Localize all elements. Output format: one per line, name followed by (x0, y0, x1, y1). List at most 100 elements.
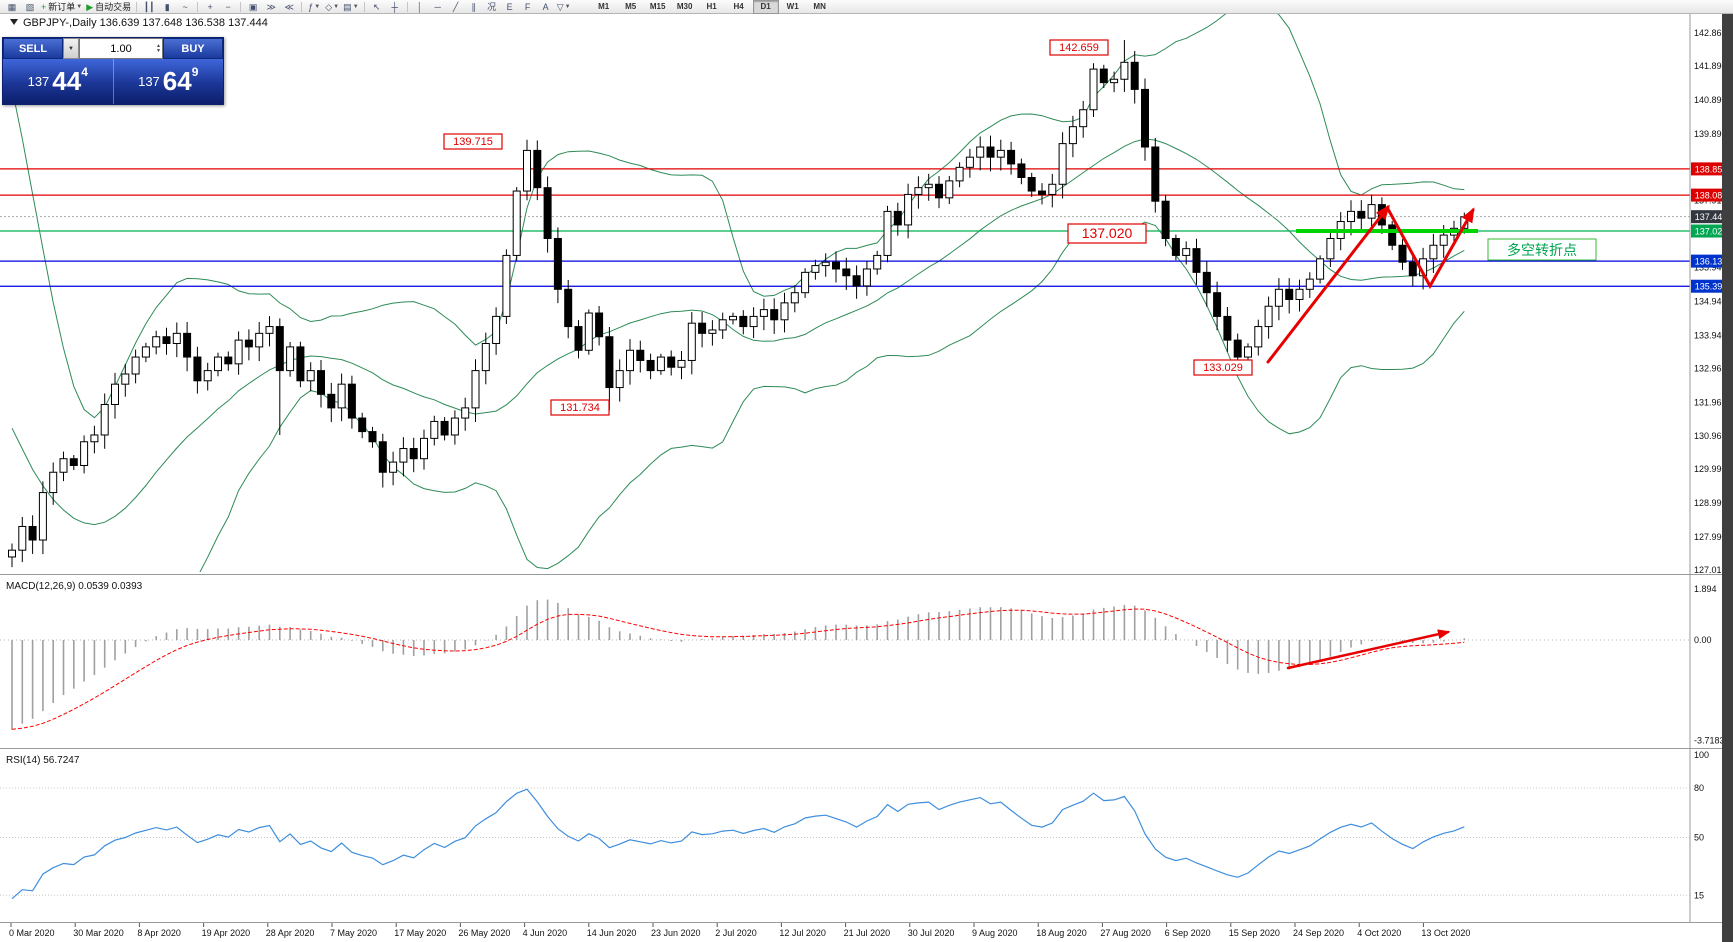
chart-window-icon[interactable]: ▦ (3, 1, 21, 13)
tile-windows-icon[interactable]: ▣ (244, 1, 262, 13)
buy-button[interactable]: BUY (163, 38, 223, 59)
date-axis-label: 12 Jul 2020 (779, 928, 826, 938)
timeframe-m1[interactable]: M1 (598, 2, 610, 11)
chart-shift-icon[interactable]: ≪ (280, 1, 298, 13)
date-axis-label: 28 Apr 2020 (266, 928, 315, 938)
candle (244, 329, 253, 361)
candle (255, 321, 264, 362)
timeframe-m5[interactable]: M5 (625, 2, 637, 11)
new-order-button[interactable]: + 新订单 ▼ (41, 1, 83, 12)
zoom-in-icon[interactable]: + (201, 1, 219, 13)
candle (296, 341, 305, 388)
price-callout[interactable]: 131.734 (550, 399, 610, 416)
price-callout[interactable]: 139.715 (443, 133, 503, 150)
candle (584, 309, 593, 355)
candle (862, 261, 871, 296)
autotrading-button[interactable]: ▶ 自动交易 (86, 1, 132, 12)
cursor-icon[interactable]: ↖ (368, 1, 386, 13)
price-badge: 137.020 (1691, 224, 1731, 238)
date-axis-label: 30 Jul 2020 (908, 928, 955, 938)
sell-button[interactable]: SELL (3, 38, 63, 59)
candle (749, 307, 758, 339)
date-axis-label: 7 May 2020 (330, 928, 377, 938)
candle (574, 320, 583, 359)
arrows-tool-icon[interactable]: ▽ ▼ (556, 1, 571, 12)
timeframe-h1[interactable]: H1 (706, 2, 717, 11)
candle (172, 322, 181, 358)
horizontal-line-icon[interactable]: ─ (429, 1, 447, 13)
candles-chart-icon[interactable]: ▮ (158, 1, 176, 13)
bid-big-digits: 44 (52, 66, 82, 96)
candle (1244, 343, 1252, 362)
candle (1388, 221, 1397, 251)
candle (1408, 253, 1417, 287)
candle (1295, 279, 1304, 312)
price-axis-label: 133.940 (1694, 330, 1727, 340)
templates-icon[interactable]: ▤ ▼ (343, 1, 359, 12)
toolbar-separator (363, 1, 365, 12)
candle (1274, 278, 1283, 321)
rsi-scale-label: 15 (1694, 890, 1704, 900)
vertical-scrollbar[interactable] (1722, 14, 1733, 942)
candle (1254, 319, 1263, 356)
ask-price[interactable]: 137 64 9 (114, 59, 224, 104)
volume-spinner[interactable]: ▲ ▼ (156, 42, 161, 54)
bars-chart-icon[interactable]: ┃┃ (140, 1, 158, 13)
macd-trend-arrow[interactable] (1286, 629, 1451, 670)
timeframe-w1[interactable]: W1 (786, 2, 799, 11)
trend-arrow[interactable] (1386, 207, 1475, 290)
price-callout[interactable]: 133.029 (1193, 359, 1253, 376)
timeframe-d1[interactable]: D1 (752, 0, 779, 14)
candle (337, 373, 346, 422)
timeframe-m15[interactable]: M15 (649, 2, 666, 11)
candle (1151, 137, 1160, 213)
price-callout[interactable]: 137.020 (1067, 223, 1147, 244)
trendline-icon[interactable]: ╱ (447, 1, 465, 13)
price-callout[interactable]: 142.659 (1049, 39, 1109, 56)
turning-point-label[interactable]: 多空转折点 (1487, 238, 1597, 261)
candle (49, 462, 58, 505)
candle (1192, 238, 1201, 285)
candle (1068, 115, 1077, 158)
text-label-icon[interactable]: A (537, 1, 555, 13)
fibo-fan-icon[interactable]: F (519, 1, 537, 13)
timeframe-h4[interactable]: H4 (733, 2, 744, 11)
candle (193, 346, 202, 394)
indicators-icon[interactable]: ƒ ▼ (308, 1, 321, 12)
ellipse-icon[interactable]: E (501, 1, 519, 13)
candle (18, 516, 27, 563)
zoom-out-icon[interactable]: − (219, 1, 237, 13)
candle (152, 330, 161, 355)
vertical-line-icon[interactable]: │ (411, 1, 429, 13)
trend-arrow[interactable] (1266, 204, 1390, 364)
fibonacci-icon[interactable]: 况 (483, 1, 501, 13)
symbol-collapse-icon[interactable] (10, 19, 18, 25)
order-type-dropdown[interactable]: ▼ (63, 38, 79, 59)
bid-price[interactable]: 137 44 4 (3, 59, 113, 104)
equidistant-channel-icon[interactable]: ∥ (465, 1, 483, 13)
auto-scroll-icon[interactable]: ≫ (262, 1, 280, 13)
line-chart-icon[interactable]: ~ (176, 1, 194, 13)
trendline-icon: ╱ (452, 1, 459, 12)
ellipse-icon: E (506, 1, 513, 12)
chart-symbol-header: GBPJPY-,Daily 136.639 137.648 136.538 13… (23, 17, 268, 29)
candle (790, 285, 799, 313)
volume-input[interactable]: 1.00 ▲ ▼ (79, 38, 163, 59)
timeframe-mn[interactable]: MN (813, 2, 826, 11)
rsi-scale-label: 50 (1694, 833, 1704, 843)
periods-icon[interactable]: ◇ ▼ (325, 1, 340, 12)
candle (1089, 63, 1098, 117)
bollinger-bands (11, 14, 1465, 572)
candle (904, 183, 913, 239)
timeframe-m30[interactable]: M30 (676, 2, 693, 11)
candle (502, 249, 511, 324)
candle (224, 351, 233, 371)
new-order-button: + (41, 1, 47, 12)
candle (286, 342, 295, 377)
chart-profile-icon[interactable]: ▧ (21, 1, 39, 13)
svg-text:142.659: 142.659 (1059, 42, 1099, 54)
candle (368, 426, 377, 448)
crosshair-icon[interactable]: ┼ (386, 1, 404, 13)
svg-text:131.734: 131.734 (560, 402, 600, 414)
